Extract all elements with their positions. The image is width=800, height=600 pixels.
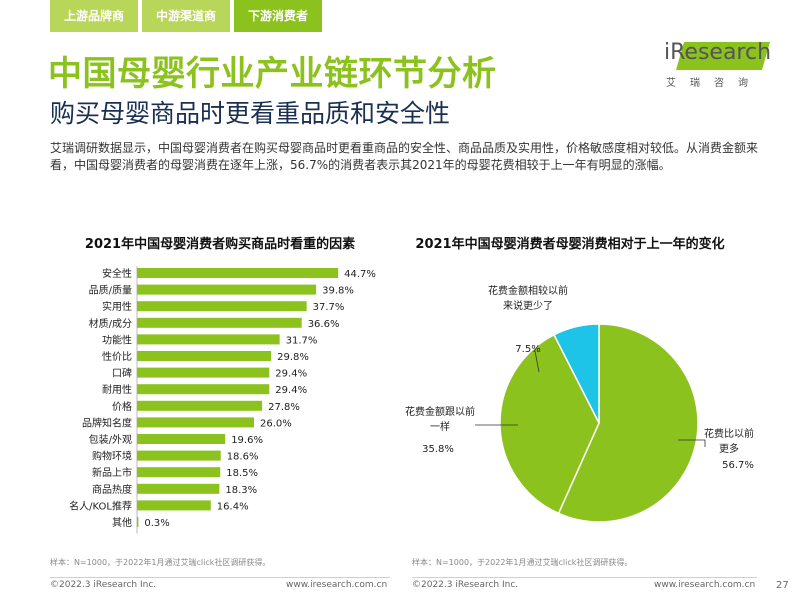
bar <box>137 467 221 478</box>
bar-value-label: 0.3% <box>144 518 169 529</box>
bar <box>137 268 339 278</box>
bar-category-label: 品牌知名度 <box>82 416 132 429</box>
pie-slice <box>499 333 600 515</box>
bar <box>137 384 270 395</box>
bar-value-label: 44.7% <box>344 269 376 280</box>
bar-chart: 安全性 44.7% 品质/质量 39.8% 实用性 37.7% 材质/成分 36.6% 功能性 3… <box>69 266 376 534</box>
bar <box>137 400 263 411</box>
bar-value-label: 31.7% <box>286 335 318 346</box>
logo-subtext: 艾瑞咨询 <box>666 78 762 89</box>
pie-chart-title: 2021年中国母婴消费者母婴消费相对于上一年的变化 <box>415 237 725 252</box>
bar-value-label: 29.4% <box>275 369 307 380</box>
copyright-right: ©2022.3 iResearch Inc. <box>412 580 519 590</box>
bar <box>137 517 139 527</box>
bar-category-label: 名人/KOL推荐 <box>69 499 132 512</box>
logo-shape-icon <box>676 42 770 70</box>
pie-slice <box>553 323 600 424</box>
bar-value-label: 36.6% <box>308 319 340 330</box>
bar-value-label: 26.0% <box>260 418 292 429</box>
bar-value-label: 18.6% <box>227 452 259 463</box>
source-note-left: 样本：N=1000，于2022年1月通过艾瑞click社区调研获得。 <box>50 558 271 567</box>
bar-category-label: 新品上市 <box>92 466 132 479</box>
bar-value-label: 39.8% <box>322 286 354 297</box>
bar-value-label: 18.3% <box>225 485 257 496</box>
pie-label-less-name: 花费金额相较以前来说更少了 <box>488 286 568 312</box>
bar <box>137 367 270 378</box>
bar <box>137 317 302 328</box>
pie-chart <box>475 323 706 523</box>
description-paragraph: 艾瑞调研数据显示，中国母婴消费者在购买母婴商品时更看重商品的安全性、商品品质及实… <box>50 141 759 172</box>
bar <box>137 500 211 511</box>
footer-divider-right <box>412 577 757 578</box>
logo-text: iResearch <box>664 40 772 65</box>
bar-value-label: 16.4% <box>217 501 249 512</box>
bar-category-label: 口碑 <box>112 367 132 380</box>
tab-downstream-consumers[interactable]: 下游消费者 <box>234 0 323 32</box>
pie-label-same-value: 35.8% <box>422 444 454 455</box>
bar <box>137 450 221 461</box>
pie-label-less-value: 7.5% <box>515 344 541 355</box>
bar-category-label: 品质/质量 <box>89 285 132 297</box>
bar <box>137 334 280 345</box>
bar-category-label: 其他 <box>112 516 132 529</box>
bar <box>137 434 226 444</box>
bar-category-label: 耐用性 <box>102 383 132 396</box>
tab-midstream-channels[interactable]: 中游渠道商 <box>142 0 231 32</box>
page-title: 中国母婴行业产业链环节分析 <box>48 54 497 94</box>
pie-slice <box>557 323 699 523</box>
bar-category-label: 实用性 <box>102 300 132 313</box>
bar-category-label: 包装/外观 <box>89 433 132 446</box>
bar <box>137 483 220 494</box>
bar-value-label: 18.5% <box>226 468 258 479</box>
bar <box>137 284 317 295</box>
url-left: www.iresearch.com.cn <box>286 580 388 590</box>
bar-category-label: 安全性 <box>102 267 132 280</box>
bar-category-label: 商品热度 <box>92 483 132 496</box>
bar <box>137 417 254 428</box>
tab-upstream-brands[interactable]: 上游品牌商 <box>50 0 139 32</box>
page-number: 27 <box>776 580 789 591</box>
page-subtitle: 购买母婴商品时更看重品质和安全性 <box>50 99 451 128</box>
source-note-right: 样本：N=1000，于2022年1月通过艾瑞click社区调研获得。 <box>412 558 633 567</box>
bar-value-label: 29.8% <box>277 352 309 363</box>
bar-value-label: 27.8% <box>268 402 300 413</box>
pie-label-more-value: 56.7% <box>722 460 754 471</box>
url-right: www.iresearch.com.cn <box>654 580 756 590</box>
iresearch-logo: iResearch 艾瑞咨询 <box>664 40 774 96</box>
bar-category-label: 材质/成分 <box>89 317 132 330</box>
bar-value-label: 29.4% <box>275 385 307 396</box>
pie-label-same-name: 花费金额跟以前一样 <box>405 407 475 433</box>
bar <box>137 351 272 361</box>
footer-divider-left <box>50 577 390 578</box>
bar <box>137 301 307 312</box>
bar-category-label: 价格 <box>112 400 132 413</box>
pie-leader-line <box>678 439 706 447</box>
bar-chart-title: 2021年中国母婴消费者购买商品时看重的因素 <box>84 237 356 252</box>
bar-category-label: 功能性 <box>102 333 132 346</box>
bar-value-label: 37.7% <box>313 302 345 313</box>
bar-category-label: 购物环境 <box>92 450 132 463</box>
bar-category-label: 性价比 <box>102 350 132 363</box>
tab-bar: 上游品牌商 中游渠道商 下游消费者 <box>50 0 323 32</box>
bar-value-label: 19.6% <box>231 435 263 446</box>
copyright-left: ©2022.3 iResearch Inc. <box>50 580 157 590</box>
pie-label-more-name: 花费比以前更多 <box>704 429 754 455</box>
pie-leader-line <box>534 350 540 373</box>
